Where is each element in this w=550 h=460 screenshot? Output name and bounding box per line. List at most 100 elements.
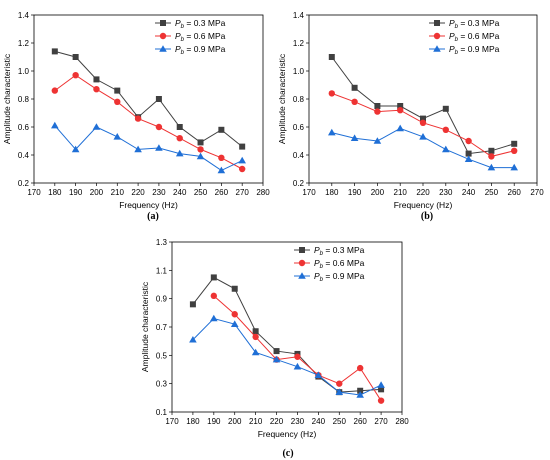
x-tick-label: 280 [395,417,409,426]
plot-frame [171,241,403,413]
y-tick-label: 0.2 [18,179,30,188]
y-tick-label: 0.1 [156,408,168,417]
data-point [396,124,404,132]
data-point [273,348,280,355]
data-point [377,397,385,404]
x-tick-label: 190 [69,188,83,197]
data-point [511,147,518,154]
data-point [378,386,385,393]
data-point [511,140,518,147]
x-tick-label: 170 [165,417,179,426]
data-point [420,115,426,122]
x-tick-label: 170 [302,188,316,197]
x-tick-label: 180 [48,188,62,197]
data-point [155,96,162,102]
data-point [72,72,79,79]
x-tick-label: 230 [439,188,453,197]
data-point [442,145,450,153]
y-tick-label: 0.3 [156,380,168,389]
series-line [192,317,382,396]
data-point [251,348,260,356]
legend-marker [433,32,441,40]
x-tick-label: 170 [27,188,41,197]
y-tick-label: 0.7 [156,323,168,332]
data-point [113,133,122,140]
legend-marker [433,45,441,52]
data-point [328,90,335,97]
legend-item: Pb = 0.3 MPa [294,245,365,257]
y-tick-label: 1.2 [293,39,305,48]
legend-label: Pb = 0.6 MPa [449,31,500,43]
data-point [357,387,364,394]
legend-label: Pb = 0.6 MPa [314,258,365,270]
data-point [238,156,246,164]
x-tick-label: 240 [312,417,326,426]
series-circle [328,90,518,160]
legend-marker [299,247,305,253]
data-point [397,103,404,109]
series-triangle [328,124,518,171]
data-point [374,103,381,109]
x-tick-label: 250 [333,417,347,426]
data-point [488,153,495,160]
data-point [71,145,80,153]
legend-item: Pb = 0.3 MPa [155,18,226,30]
data-point [239,143,246,150]
series-square [189,274,385,396]
x-tick-label: 190 [348,188,362,197]
data-point [328,128,336,136]
y-tick-label: 1.0 [18,67,30,76]
y-tick-label: 1.0 [293,67,305,76]
data-point [218,126,225,133]
x-tick-label: 220 [270,417,284,426]
data-point [230,320,239,327]
data-point [465,137,472,145]
data-point [293,362,302,370]
x-tick-label: 210 [111,188,125,197]
data-point [377,381,385,388]
x-tick-label: 260 [508,188,522,197]
plot-frame [308,14,538,184]
x-tick-label: 200 [90,188,104,197]
y-tick-label: 0.9 [156,295,168,304]
data-point [155,123,163,131]
x-tick-label: 210 [394,188,408,197]
data-point [155,144,163,151]
data-point [114,87,121,94]
data-point [189,335,197,343]
chart-panel-3: 170 180 190 200 210 220 230 240 250 260 270 280 0.1 0… [140,238,409,459]
data-point [488,147,495,154]
panel-label: (a) [147,211,159,222]
data-point [252,333,259,341]
x-tick-label: 260 [215,188,229,197]
y-axis-label: Amplitude characteristic [277,53,287,144]
plot-frame [33,14,264,184]
data-point [442,105,449,112]
data-point [197,146,204,153]
data-point [373,137,382,144]
x-tick-label: 230 [291,417,305,426]
legend-label: Pb = 0.3 MPa [449,18,500,30]
legend-marker [159,45,167,52]
series-line [192,276,382,393]
data-point [510,163,518,171]
legend-label: Pb = 0.3 MPa [314,245,365,257]
x-tick-label: 270 [236,188,250,197]
y-tick-label: 0.4 [18,151,30,160]
data-point [134,145,142,153]
y-axis-label: Amplitude characteristic [2,53,12,144]
data-point [314,371,323,378]
data-point [218,154,225,161]
x-tick-label: 250 [485,188,499,197]
x-tick-label: 190 [207,417,221,426]
panel-label: (b) [421,211,433,222]
legend-marker [298,259,306,267]
data-point [356,391,364,398]
series-line [54,74,243,170]
legend-label: Pb = 0.9 MPa [449,44,500,56]
data-point [350,134,359,141]
chart-panel-1: 170 180 190 200 210 220 230 240 250 260 270 280 0.2 0… [2,11,270,222]
legend-marker [434,20,440,26]
legend-item: Pb = 0.9 MPa [429,44,500,56]
